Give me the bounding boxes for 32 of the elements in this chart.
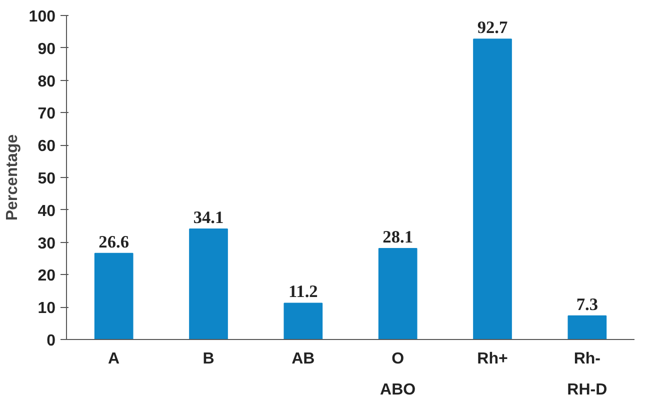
y-tick-label: 100 — [28, 8, 56, 26]
y-tick-label: 20 — [38, 268, 56, 285]
y-tick-label: 80 — [38, 73, 56, 90]
x-tick-label: AB — [292, 350, 315, 368]
x-tick-label: Rh- — [574, 350, 600, 368]
y-tick-label: 40 — [38, 202, 56, 220]
data-label: 26.6 — [98, 232, 130, 252]
x-tick-label: B — [202, 350, 214, 368]
bar — [189, 228, 228, 340]
data-label: 34.1 — [193, 208, 224, 228]
bar — [94, 252, 134, 340]
y-tick-label: 30 — [38, 235, 56, 252]
x-tick-label: Rh+ — [477, 350, 508, 368]
data-label: 92.7 — [477, 18, 508, 38]
data-label: 7.3 — [576, 294, 598, 314]
x-tick-label: O — [392, 350, 404, 368]
y-tick-label: 0 — [46, 332, 56, 350]
x-tick-label: A — [108, 350, 120, 368]
text: RH-D — [567, 382, 608, 398]
y-tick-label: 60 — [38, 138, 56, 156]
y-tick-label: 50 — [38, 170, 56, 188]
y-tick-label: 70 — [38, 106, 56, 123]
y-tick-label: 90 — [38, 40, 56, 58]
bar — [473, 38, 512, 340]
bar — [284, 302, 323, 340]
y-axis-title: Percentage — [4, 134, 21, 221]
y-tick-label: 10 — [38, 300, 56, 318]
data-label: 11.2 — [288, 282, 318, 302]
text: ABO — [380, 382, 416, 398]
bar — [568, 315, 607, 340]
bar — [378, 248, 418, 340]
data-label: 28.1 — [382, 227, 413, 246]
